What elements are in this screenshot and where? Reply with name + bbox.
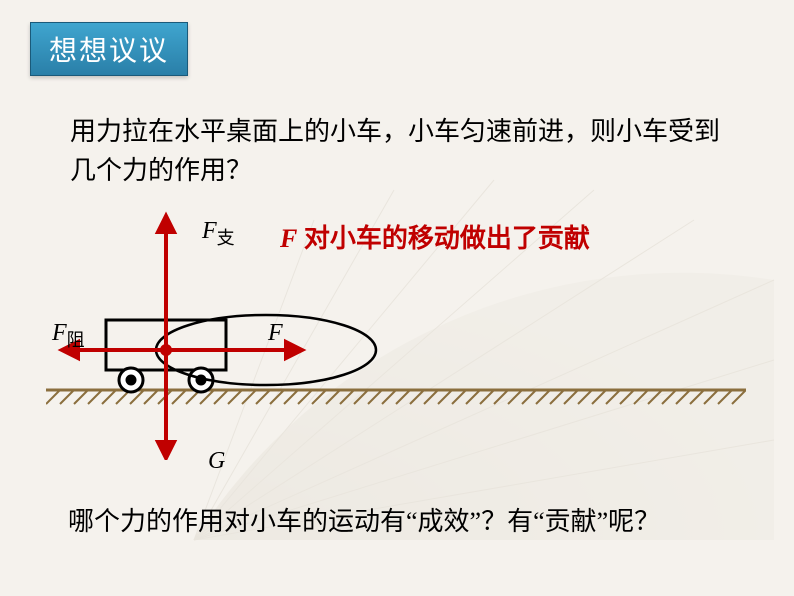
label-pull-force: F (268, 320, 283, 347)
question-1: 用力拉在水平桌面上的小车，小车匀速前进，则小车受到几个力的作用？ (70, 112, 730, 190)
label-gravity: G (208, 448, 225, 475)
badge-text: 想想议议 (49, 36, 169, 67)
ground (46, 390, 746, 404)
label-normal-force: F支 (202, 218, 235, 250)
force-diagram (46, 210, 746, 460)
question-2: 哪个力的作用对小车的运动有“成效”？有“贡献”呢？ (68, 502, 728, 541)
section-badge: 想想议议 (30, 22, 188, 76)
label-friction-force: F阻 (52, 320, 85, 352)
force-arrows (62, 216, 302, 458)
